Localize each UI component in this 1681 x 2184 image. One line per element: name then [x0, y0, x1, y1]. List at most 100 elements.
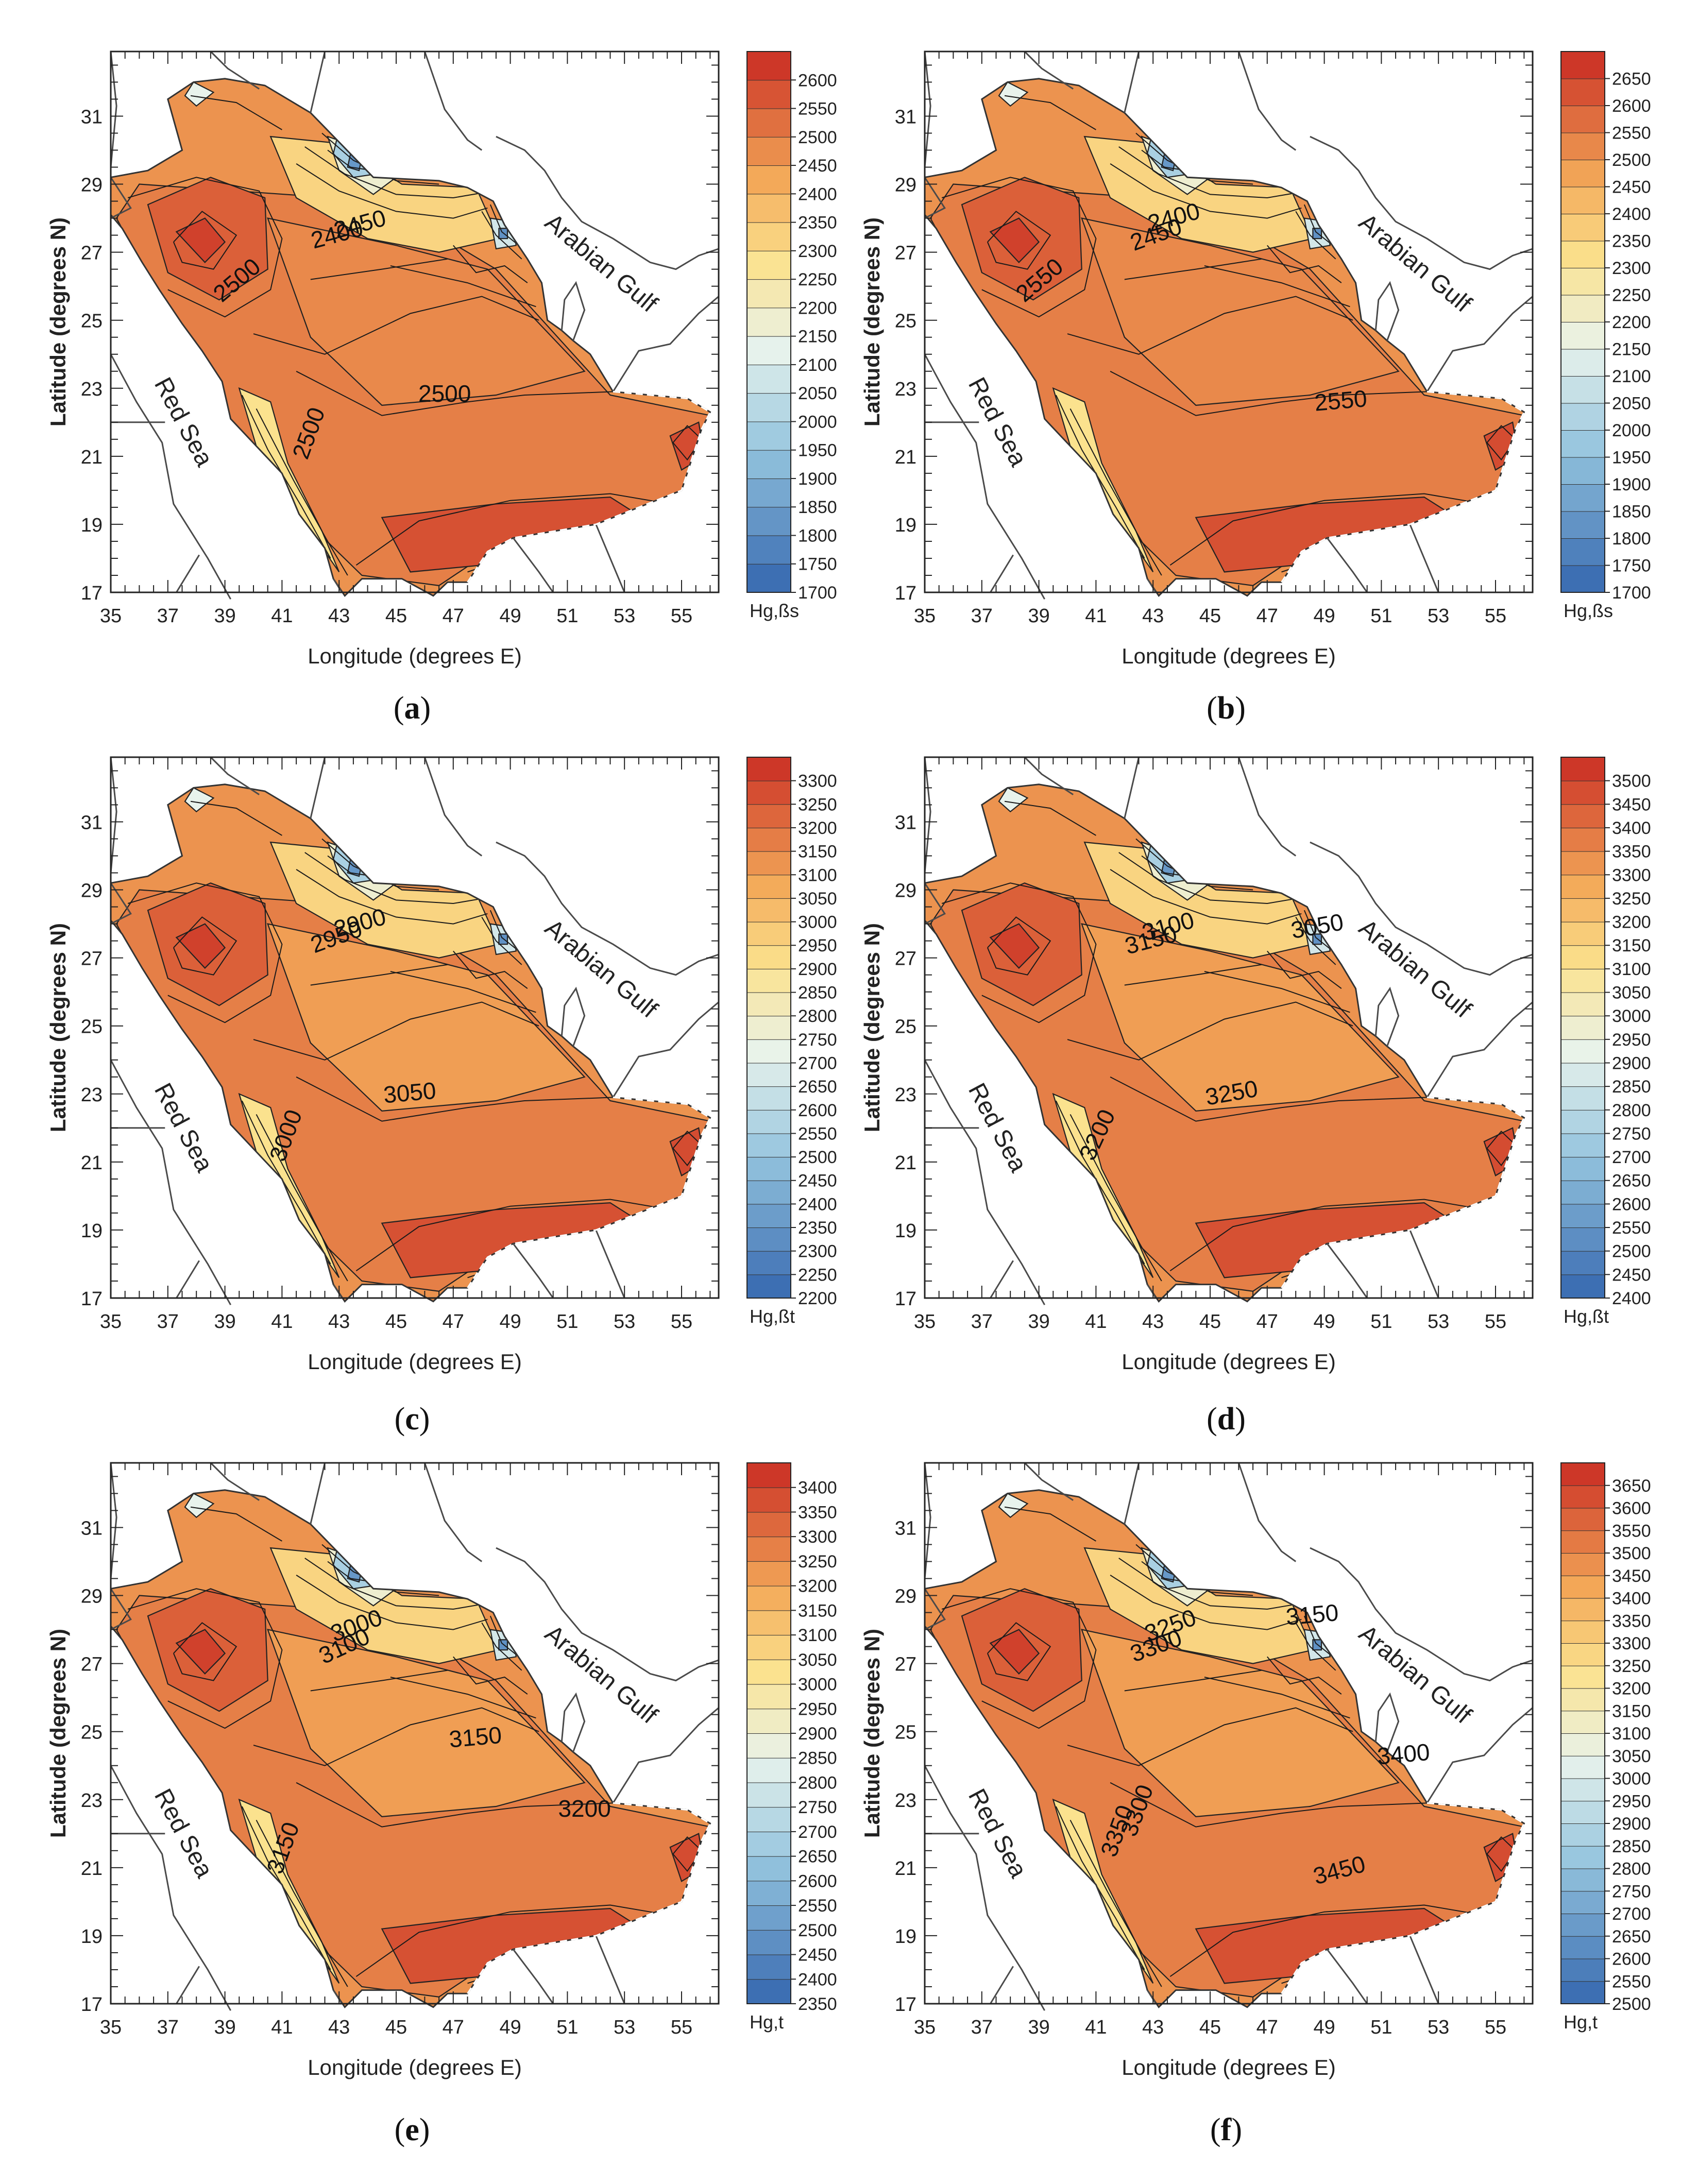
- coastline: [110, 882, 132, 925]
- colorbar-segment: [746, 136, 791, 166]
- x-tick-label: 37: [971, 2017, 993, 2038]
- y-tick-label: 29: [895, 880, 916, 902]
- contour-line: [256, 408, 348, 576]
- disputed-border: [1281, 1096, 1525, 1289]
- y-tick-label: 23: [895, 1790, 916, 1812]
- coastline: [1124, 757, 1140, 819]
- colorbar-title: Hg,t: [750, 2011, 784, 2033]
- x-tick-label: 45: [1199, 1311, 1221, 1333]
- x-tick-label: 41: [1085, 2017, 1107, 2038]
- y-tick-label: 31: [895, 106, 916, 128]
- contour-line: [1204, 1677, 1350, 1719]
- y-tick-label: 19: [895, 1926, 916, 1948]
- contour-line: [987, 916, 1051, 976]
- colorbar-tick-label: 3400: [1612, 818, 1651, 838]
- colorbar-title: Hg,ßt: [1564, 1306, 1609, 1327]
- contour-line: [1169, 1904, 1484, 1977]
- contour-line: [1110, 869, 1302, 925]
- colorbar-tick-label: 2350: [798, 213, 837, 233]
- colorbar-segment: [1560, 898, 1605, 923]
- colorbar-tick-label: 1950: [1612, 448, 1651, 468]
- y-tick-label: 21: [895, 1152, 916, 1174]
- contour-line: [1124, 1669, 1262, 1692]
- colorbar-segment: [746, 827, 791, 852]
- coastline: [561, 1692, 586, 1752]
- coastline: [1409, 524, 1439, 593]
- contour-line: [355, 1904, 670, 1977]
- contour-line: [453, 1656, 528, 1695]
- colorbar-tick-label: 2700: [1612, 1148, 1651, 1167]
- colorbar-tick-label: 3350: [798, 1503, 837, 1522]
- field-region: [989, 1629, 1040, 1675]
- colorbar-tick-label: 1700: [798, 583, 837, 603]
- contour-line: [1124, 258, 1262, 280]
- coastline: [512, 1243, 554, 1299]
- contour-line: [1124, 964, 1262, 986]
- colorbar-segment: [1560, 1015, 1605, 1040]
- coastline: [561, 281, 586, 341]
- coastline: [1024, 50, 1074, 90]
- colorbar-tick-label: 3150: [1612, 936, 1651, 956]
- coastline: [924, 1588, 946, 1630]
- contour-line: [1295, 1622, 1336, 1671]
- colorbar-tick-label: 2550: [1612, 1972, 1651, 1991]
- contour-line: [1110, 1076, 1428, 1122]
- coastline: [110, 1059, 232, 1305]
- colorbar-tick-label: 2950: [1612, 1791, 1651, 1811]
- map-svg: 35 37 39 41 43 45 47 49 51 53 55 17 19 21 23 25 27 29 31 Lo…: [46, 1462, 837, 2079]
- colorbar-segment: [1560, 1688, 1605, 1712]
- x-axis-title: Longitude (degrees E): [308, 2055, 522, 2079]
- y-tick-label: 31: [81, 1517, 103, 1539]
- y-tick-label: 25: [895, 1722, 916, 1744]
- coastline: [612, 1707, 719, 1804]
- y-axis-title: Latitude (degrees N): [860, 923, 884, 1132]
- colorbar-tick-label: 3650: [1612, 1476, 1651, 1496]
- y-tick-label: 29: [81, 880, 103, 902]
- y-tick-label: 23: [81, 379, 103, 400]
- colorbar-tick-label: 3550: [1612, 1521, 1651, 1541]
- coastline: [1024, 756, 1074, 795]
- colorbar-tick-label: 2050: [1612, 394, 1651, 414]
- contour-line: [1204, 971, 1350, 1013]
- caption-letter: e: [405, 2112, 419, 2147]
- colorbar-segment: [1560, 1485, 1605, 1509]
- colorbar-segment: [1560, 457, 1605, 485]
- coastline: [512, 1949, 554, 2004]
- coastline: [1024, 1462, 1074, 1501]
- contour-label: 2550: [1313, 385, 1368, 416]
- x-tick-label: 39: [1028, 605, 1049, 627]
- caption-letter: f: [1220, 2112, 1232, 2147]
- y-tick-label: 25: [81, 1016, 103, 1038]
- contour-line: [1067, 1001, 1353, 1061]
- colorbar-segment: [746, 1634, 791, 1660]
- colorbar-frame: [746, 51, 791, 593]
- colorbar-segment: [746, 1585, 791, 1611]
- coastline: [612, 296, 719, 393]
- colorbar-tick-label: 3100: [798, 865, 837, 885]
- x-tick-label: 51: [556, 2017, 578, 2038]
- field: [111, 784, 710, 1302]
- x-tick-label: 53: [614, 2017, 635, 2038]
- contour-line: [304, 852, 494, 905]
- panel-a: 35 37 39 41 43 45 47 49 51 53 55 17 19 21 23 25 27 29 31 Lo…: [31, 36, 845, 742]
- coastline: [496, 841, 719, 976]
- x-tick-label: 47: [443, 605, 464, 627]
- y-tick-label: 27: [81, 243, 103, 264]
- colorbar-tick-label: 3350: [1612, 842, 1651, 862]
- colorbar-tick-label: 3050: [1612, 1747, 1651, 1766]
- colorbar-segment: [1560, 1039, 1605, 1064]
- coastline: [924, 882, 946, 925]
- y-tick-label: 27: [81, 948, 103, 970]
- colorbar-tick-label: 2250: [798, 1265, 837, 1285]
- y-tick-label: 21: [895, 447, 916, 468]
- colorbar-tick-label: 3050: [798, 1650, 837, 1670]
- colorbar-segment: [1560, 1958, 1605, 1982]
- colorbar-segment: [746, 1086, 791, 1111]
- colorbar-segment: [746, 421, 791, 451]
- coastline: [612, 1001, 719, 1098]
- colorbar-segment: [1560, 1530, 1605, 1554]
- coastline: [990, 1260, 1014, 1299]
- colorbar-segment: [746, 564, 791, 593]
- y-tick-label: 17: [81, 583, 103, 604]
- colorbar-segment: [746, 1110, 791, 1134]
